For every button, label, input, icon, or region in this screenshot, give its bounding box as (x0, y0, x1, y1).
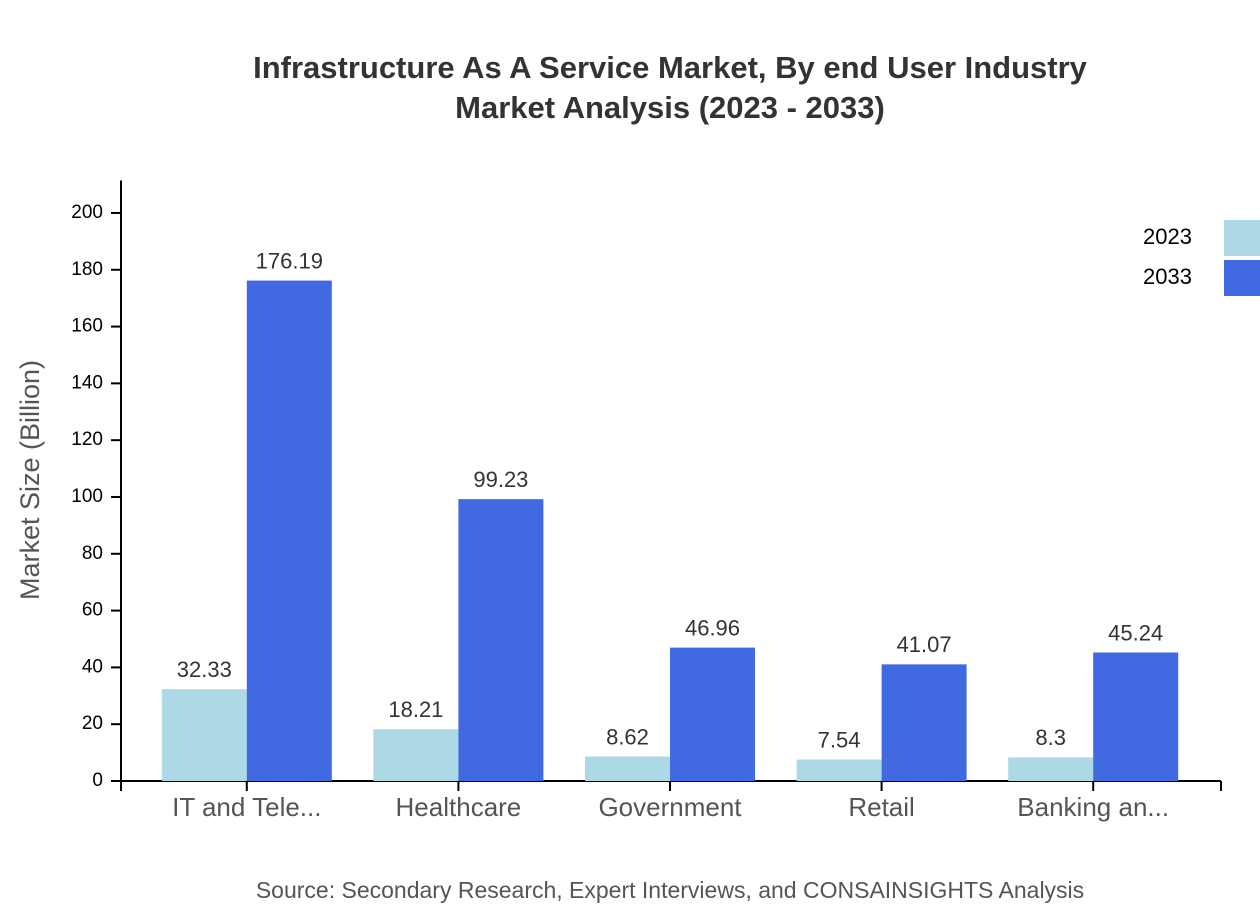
bar (246, 280, 332, 781)
value-label: 8.62 (606, 724, 649, 749)
value-label: 41.07 (897, 632, 952, 657)
bar (1093, 652, 1179, 781)
legend-label: 2033 (1143, 264, 1192, 289)
value-label: 8.3 (1035, 725, 1066, 750)
bar (458, 499, 544, 781)
source-note: Source: Secondary Research, Expert Inter… (256, 877, 1084, 903)
chart-subtitle: Market Analysis (2023 - 2033) (455, 90, 885, 125)
x-tick-label: Banking an... (1017, 792, 1169, 822)
value-label: 18.21 (388, 697, 443, 722)
y-tick-label: 160 (71, 316, 103, 337)
bar (881, 664, 967, 781)
bar (373, 729, 459, 781)
y-tick-label: 0 (92, 770, 103, 791)
value-label: 32.33 (177, 657, 232, 682)
legend-label: 2023 (1143, 224, 1192, 249)
value-label: 176.19 (256, 248, 323, 273)
x-tick-label: Government (598, 792, 742, 822)
bar (585, 756, 670, 781)
y-tick-label: 180 (71, 259, 103, 280)
x-tick-label: Retail (848, 792, 914, 822)
value-label: 99.23 (473, 467, 528, 492)
y-tick-label: 40 (82, 656, 103, 677)
y-tick-label: 100 (71, 486, 103, 507)
y-tick-label: 200 (71, 202, 103, 223)
y-tick-label: 120 (71, 429, 103, 450)
bar (670, 647, 755, 781)
y-tick-label: 20 (82, 713, 103, 734)
x-tick-label: Healthcare (396, 792, 522, 822)
y-tick-label: 60 (82, 600, 103, 621)
value-label: 7.54 (818, 727, 861, 752)
bar (1008, 757, 1094, 781)
chart-title: Infrastructure As A Service Market, By e… (253, 50, 1088, 85)
y-axis-label: Market Size (Billion) (15, 360, 45, 600)
y-tick-label: 80 (82, 543, 103, 564)
legend-swatch (1224, 220, 1260, 256)
legend-swatch (1224, 260, 1260, 296)
bar (161, 689, 247, 781)
x-tick-label: IT and Tele... (172, 792, 321, 822)
y-tick-label: 140 (71, 372, 103, 393)
bar (796, 759, 882, 781)
value-label: 46.96 (685, 615, 740, 640)
value-label: 45.24 (1108, 620, 1163, 645)
